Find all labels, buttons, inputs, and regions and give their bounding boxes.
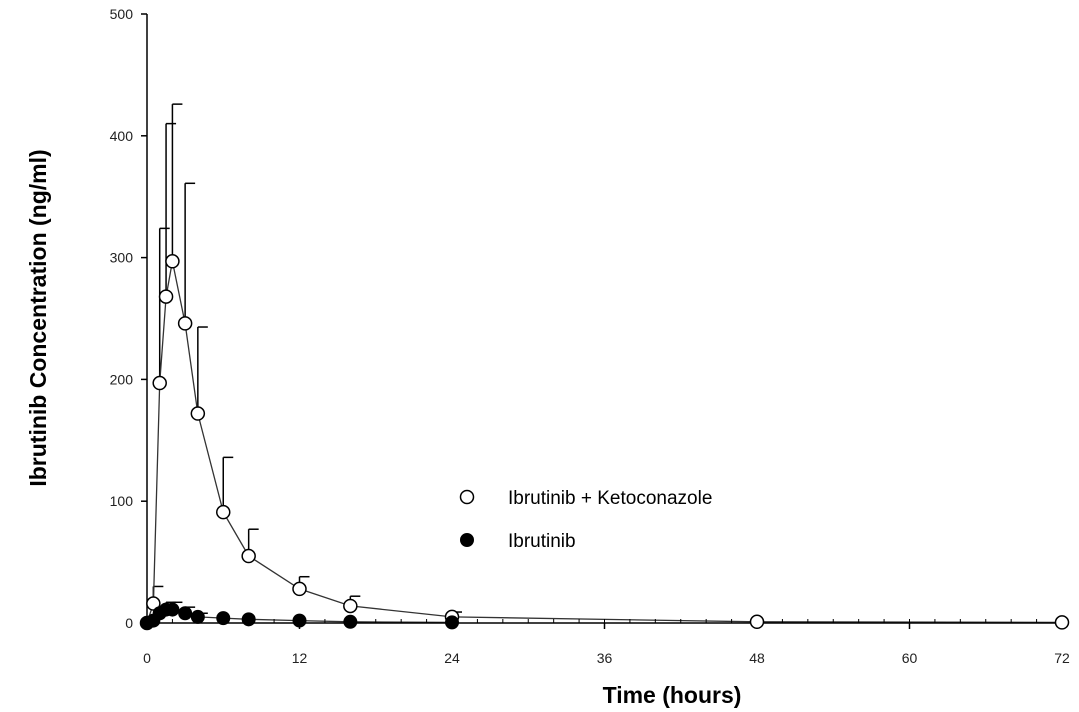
axes (146, 14, 1062, 624)
markers (139, 254, 1070, 631)
data-point-ibrutinib-ketoconazole (177, 316, 193, 331)
y-tick-label: 500 (110, 6, 134, 22)
legend-marker-open-circle-icon (459, 489, 475, 505)
data-point-ibrutinib-ketoconazole (165, 254, 180, 269)
x-tick-label: 12 (292, 650, 308, 666)
data-point-ibrutinib-ketoconazole (749, 614, 765, 630)
ticks (141, 13, 1063, 629)
data-point-ibrutinib (190, 609, 205, 624)
y-tick-label: 300 (110, 250, 134, 266)
data-point-ibrutinib-ketoconazole (190, 406, 206, 421)
data-point-ibrutinib (216, 611, 231, 626)
tick-labels: 0 100 200 300 400 500 0 12 24 36 48 60 72 (110, 6, 1070, 666)
data-point-ibrutinib (178, 606, 193, 621)
data-point-ibrutinib (445, 615, 459, 630)
x-tick-label: 60 (902, 650, 918, 666)
data-point-ibrutinib-ketoconazole (158, 289, 174, 304)
y-axis-title: Ibrutinib Concentration (ng/ml) (25, 149, 51, 486)
x-tick-label: 0 (143, 650, 151, 666)
x-tick-label: 72 (1054, 650, 1070, 666)
error-bars (152, 103, 462, 617)
y-tick-label: 0 (125, 615, 133, 631)
data-point-ibrutinib-ketoconazole (343, 598, 358, 614)
data-point-ibrutinib (343, 614, 358, 629)
data-point-ibrutinib-ketoconazole (152, 375, 167, 391)
legend: Ibrutinib + Ketoconazole Ibrutinib (459, 488, 712, 552)
x-tick-label: 36 (597, 650, 613, 666)
data-point-ibrutinib-ketoconazole (241, 548, 256, 564)
legend-label-ibrutinib-ketoconazole: Ibrutinib + Ketoconazole (508, 488, 712, 509)
data-point-ibrutinib-ketoconazole (216, 504, 231, 520)
data-point-ibrutinib (241, 612, 256, 627)
data-point-ibrutinib (165, 602, 180, 617)
y-tick-label: 100 (110, 493, 134, 509)
y-tick-label: 200 (110, 371, 134, 387)
data-point-ibrutinib-ketoconazole (292, 581, 307, 597)
legend-marker-filled-circle-icon (460, 533, 474, 547)
x-axis-title: Time (hours) (603, 682, 742, 708)
legend-label-ibrutinib: Ibrutinib (508, 531, 576, 552)
series-line (146, 261, 1063, 624)
data-point-ibrutinib-ketoconazole (1054, 615, 1070, 630)
x-tick-label: 48 (749, 650, 765, 666)
data-point-ibrutinib-ketoconazole (146, 596, 161, 611)
series-lines (146, 261, 1063, 624)
y-tick-label: 400 (110, 128, 134, 144)
data-point-ibrutinib (292, 613, 307, 628)
x-tick-label: 24 (444, 650, 460, 666)
